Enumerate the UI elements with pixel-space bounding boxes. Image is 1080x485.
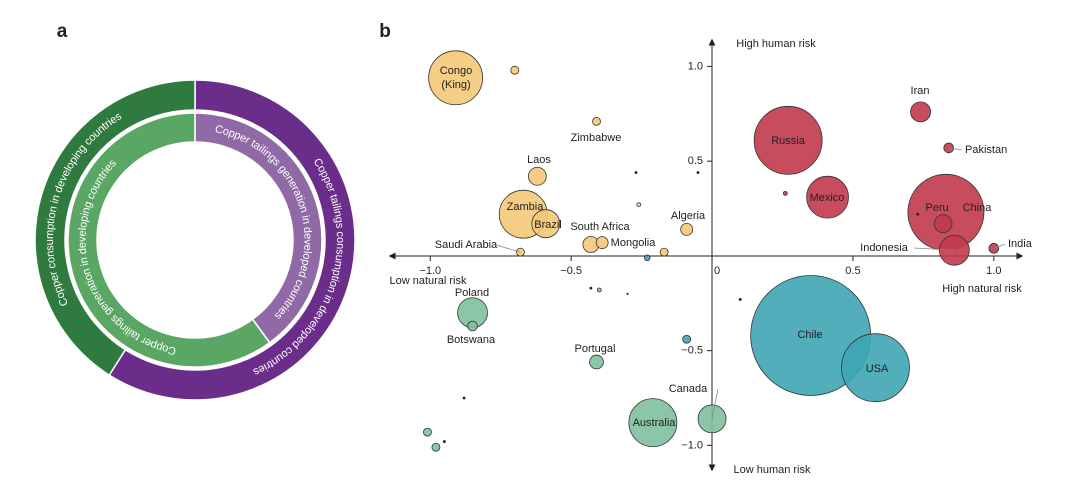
point-label: (King)	[441, 79, 470, 91]
bubble	[595, 236, 609, 250]
panel-label: b	[379, 21, 391, 42]
bubble	[782, 190, 788, 196]
y-tick-label: −1.0	[681, 439, 703, 451]
point-label: Poland	[455, 287, 489, 299]
bubble	[644, 254, 651, 262]
bubble	[589, 286, 593, 290]
point-label: Algeria	[671, 210, 706, 222]
point-label: Portugal	[575, 343, 616, 355]
point-label: Russia	[771, 135, 806, 147]
leader-line	[495, 244, 521, 253]
bubble	[527, 166, 547, 186]
y-tick-label: 0.5	[688, 155, 703, 167]
donut-segment	[34, 79, 196, 377]
bubble	[680, 222, 694, 236]
axis-annotation: High human risk	[736, 38, 816, 50]
bubble	[596, 287, 602, 293]
leader-line	[711, 388, 719, 419]
point-label: Australia	[633, 417, 677, 429]
leader-line	[913, 247, 955, 251]
x-tick-label: 0.5	[845, 265, 860, 277]
bubble	[841, 333, 910, 403]
bubble	[628, 398, 678, 448]
bubble	[510, 65, 520, 75]
donut-segment	[67, 112, 271, 368]
y-tick-label: −0.5	[681, 345, 703, 357]
x-tick-label: −0.5	[560, 265, 582, 277]
bubble	[916, 212, 920, 216]
point-label: India	[1008, 238, 1033, 250]
bubble	[592, 116, 601, 126]
bubble	[423, 427, 432, 437]
point-label: Zimbabwe	[571, 132, 622, 144]
leader-line	[948, 147, 963, 151]
bubble	[682, 334, 692, 344]
point-label: Zambia	[507, 201, 545, 213]
point-label: Laos	[527, 154, 551, 166]
x-tick-label: −1.0	[419, 265, 441, 277]
point-label: Chile	[797, 329, 822, 341]
point-label: Botswana	[447, 334, 496, 346]
bubble	[626, 292, 629, 295]
point-label: Mexico	[810, 192, 845, 204]
bubble	[428, 50, 484, 106]
bubble	[442, 440, 446, 443]
axis-annotation: Low natural risk	[389, 275, 467, 287]
bubble	[531, 209, 561, 239]
axis-annotation: Low human risk	[733, 464, 811, 476]
bubble	[696, 171, 700, 174]
point-label: Canada	[669, 383, 708, 395]
x-tick-label: 0	[714, 265, 720, 277]
point-label: Saudi Arabia	[435, 239, 498, 251]
point-label: Brazil	[534, 219, 562, 231]
bubble	[806, 175, 849, 219]
bubble	[738, 298, 742, 301]
bubble	[659, 247, 669, 257]
bubble	[636, 202, 642, 208]
point-label: China	[963, 202, 993, 214]
point-label: Peru	[925, 202, 948, 214]
y-tick-label: 1.0	[688, 60, 703, 72]
bubble	[462, 396, 466, 400]
bubble	[467, 320, 478, 332]
point-label: South Africa	[570, 221, 630, 233]
point-label: Congo	[440, 65, 472, 77]
panel-label: a	[57, 21, 68, 42]
point-label: USA	[866, 363, 889, 375]
point-label: Mongolia	[611, 237, 657, 249]
bubble	[516, 247, 525, 257]
donut-segment	[108, 79, 356, 401]
x-tick-label: 1.0	[986, 265, 1001, 277]
point-label: Iran	[911, 85, 930, 97]
bubble	[634, 171, 638, 174]
bubble	[589, 354, 604, 370]
bubble	[431, 442, 441, 452]
point-label: Indonesia	[860, 242, 909, 254]
leader-line	[993, 243, 1006, 249]
bubble	[933, 214, 953, 234]
axis-annotation: High natural risk	[942, 283, 1022, 295]
point-label: Pakistan	[965, 144, 1007, 156]
bubble	[753, 105, 823, 175]
bubble	[910, 101, 931, 123]
